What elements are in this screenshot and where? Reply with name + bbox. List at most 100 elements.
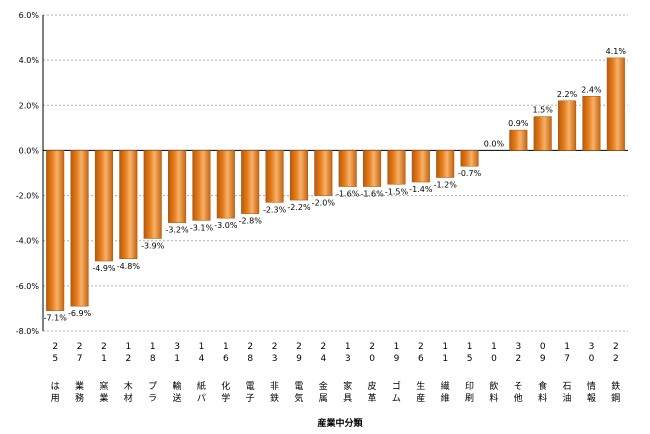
category-code-label: 9 — [394, 354, 400, 364]
category-code-label: 3 — [515, 342, 521, 352]
category-code-label: 1 — [442, 354, 448, 364]
data-label: -4.9% — [92, 264, 116, 273]
category-code-label: 2 — [77, 342, 83, 352]
bar — [216, 150, 235, 219]
bar — [582, 96, 601, 151]
category-name-label: 木 — [124, 380, 133, 392]
x-axis-label: 産業中分類 — [317, 417, 363, 429]
category-code-label: 1 — [125, 342, 131, 352]
category-name-label: 輸 — [173, 380, 182, 392]
category-name-label: 子 — [246, 393, 255, 404]
category-name-label: 印 — [465, 380, 474, 392]
bar — [265, 150, 284, 203]
category-name-label: 化 — [221, 380, 230, 392]
category-name-label: 刷 — [465, 393, 474, 404]
category-code-label: 2 — [515, 354, 521, 364]
data-label: -2.2% — [287, 203, 311, 212]
category-code-label: 1 — [564, 342, 570, 352]
category-code-label: 6 — [223, 354, 229, 364]
data-label: -1.2% — [434, 181, 458, 190]
category-code-label: 2 — [52, 342, 58, 352]
category-name-label: 務 — [75, 392, 84, 404]
category-code-label: 4 — [199, 354, 205, 364]
category-name-label: 維 — [441, 392, 450, 404]
data-label: -6.9% — [68, 309, 92, 318]
data-label: -1.6% — [360, 190, 384, 199]
category-name-label: 繊 — [441, 380, 450, 392]
category-name-label: は — [51, 381, 60, 392]
category-name-label: 用 — [51, 393, 60, 404]
category-code-label: 3 — [272, 354, 278, 364]
category-name-label: 料 — [489, 392, 498, 404]
data-label: 0.0% — [484, 139, 505, 148]
category-name-label: 材 — [124, 392, 133, 404]
bars — [46, 57, 625, 311]
category-name-label: 情 — [587, 380, 596, 392]
category-name-label: そ — [514, 381, 523, 392]
data-label: 2.2% — [557, 90, 578, 99]
category-code-label: 0 — [540, 342, 546, 352]
category-name-label: 鉄 — [270, 392, 279, 404]
category-code-label: 0 — [491, 354, 497, 364]
data-label: -0.7% — [458, 169, 482, 178]
category-code-label: 1 — [442, 342, 448, 352]
bar — [70, 150, 89, 307]
category-code-label: 0 — [369, 354, 375, 364]
category-code-label: 2 — [613, 354, 619, 364]
bar — [558, 100, 577, 151]
category-code-label: 7 — [564, 354, 570, 364]
data-label: 1.5% — [533, 106, 554, 115]
bar — [533, 116, 552, 151]
category-name-label: 属 — [319, 393, 328, 404]
bar — [289, 150, 308, 201]
data-label: 2.4% — [581, 85, 602, 94]
category-code-label: 1 — [345, 342, 351, 352]
category-code-label: 8 — [150, 354, 156, 364]
category-name-label: 金 — [319, 380, 328, 392]
bar — [338, 150, 357, 187]
category-name-label: 食 — [538, 380, 547, 392]
category-name-label: 料 — [538, 392, 547, 404]
category-code-label: 1 — [150, 342, 156, 352]
category-name-label: 電 — [294, 381, 303, 392]
data-label: -1.6% — [336, 190, 360, 199]
bar — [94, 150, 113, 262]
category-name-label: 業 — [99, 392, 108, 404]
data-label: -7.1% — [44, 314, 68, 323]
bar — [314, 150, 333, 196]
category-code-label: 2 — [296, 342, 302, 352]
category-name-label: 鉄 — [611, 380, 620, 392]
bar — [168, 150, 187, 223]
y-tick-label: 4.0% — [19, 56, 40, 65]
category-code-label: 2 — [101, 342, 107, 352]
bar — [46, 150, 65, 311]
data-label: -2.3% — [263, 205, 287, 214]
category-name-label: パ — [197, 393, 206, 404]
category-name-label: 具 — [343, 393, 352, 404]
bar — [241, 150, 260, 214]
category-name-label: 業 — [75, 380, 84, 392]
y-tick-label: 2.0% — [19, 101, 40, 110]
category-name-label: 生 — [416, 380, 425, 392]
y-tick-label: -2.0% — [16, 192, 40, 201]
category-code-label: 1 — [223, 342, 229, 352]
bar — [411, 150, 430, 183]
data-label: 0.9% — [508, 119, 529, 128]
category-code-label: 1 — [174, 354, 180, 364]
bar — [387, 150, 406, 185]
category-name-label: 石 — [563, 382, 572, 392]
y-axis-ticks: 6.0% 4.0% 2.0% 0.0% -2.0% -4.0% -6.0% -8.0% — [16, 11, 40, 336]
category-code-label: 8 — [247, 354, 253, 364]
category-name-label: 油 — [563, 392, 572, 404]
category-code-label: 9 — [540, 354, 546, 364]
category-labels: 25は用27業務21窯業12木材18プラ31輸送14紙パ16化学28電子23非鉄… — [51, 342, 621, 404]
category-code-label: 2 — [320, 342, 326, 352]
category-name-label: ラ — [148, 393, 157, 404]
category-name-label: 皮 — [368, 380, 377, 392]
category-name-label: ゴ — [392, 380, 401, 392]
category-name-label: 革 — [368, 392, 377, 404]
category-code-label: 4 — [320, 354, 326, 364]
category-code-label: 2 — [613, 342, 619, 352]
category-name-label: 紙 — [197, 380, 206, 392]
